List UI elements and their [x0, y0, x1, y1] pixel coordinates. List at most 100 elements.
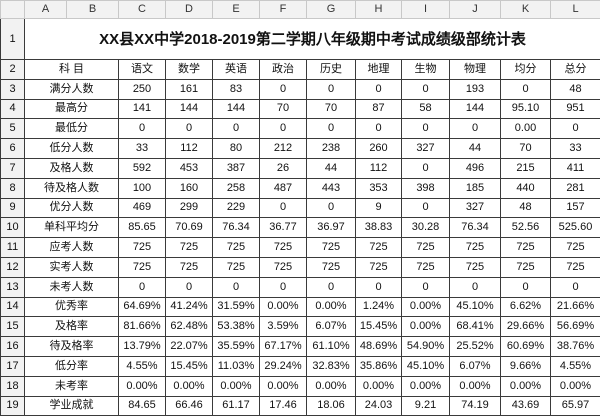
- data-cell[interactable]: 38.83: [355, 217, 402, 239]
- column-header-d[interactable]: D: [165, 0, 213, 19]
- data-cell[interactable]: 353: [355, 177, 402, 199]
- data-cell[interactable]: 43.69: [500, 395, 551, 417]
- row-number[interactable]: 5: [0, 118, 25, 140]
- data-cell[interactable]: 398: [401, 177, 450, 199]
- data-cell[interactable]: 725: [449, 256, 501, 278]
- row-label[interactable]: 待及格率: [24, 336, 119, 357]
- column-header-c[interactable]: C: [118, 0, 166, 19]
- data-cell[interactable]: 725: [355, 256, 402, 278]
- data-cell[interactable]: 0: [355, 276, 402, 298]
- data-cell[interactable]: 0: [165, 118, 213, 140]
- data-cell[interactable]: 29.66%: [500, 316, 551, 338]
- data-cell[interactable]: 0.00%: [259, 296, 307, 318]
- data-cell[interactable]: 0: [212, 118, 260, 140]
- row-number[interactable]: 4: [0, 98, 25, 120]
- data-cell[interactable]: 258: [212, 177, 260, 199]
- data-cell[interactable]: 81.66%: [118, 316, 166, 338]
- row-label[interactable]: 学业成就: [24, 395, 119, 417]
- data-cell[interactable]: 212: [259, 138, 307, 159]
- row-label[interactable]: 待及格人数: [24, 177, 119, 199]
- row-label[interactable]: 优秀率: [24, 296, 119, 318]
- data-cell[interactable]: 30.28: [401, 217, 450, 239]
- data-cell[interactable]: 61.10%: [306, 336, 356, 357]
- data-cell[interactable]: 0.00%: [259, 375, 307, 397]
- data-cell[interactable]: 17.46: [259, 395, 307, 417]
- data-cell[interactable]: 487: [259, 177, 307, 199]
- data-cell[interactable]: 725: [401, 256, 450, 278]
- data-cell[interactable]: 4.55%: [118, 355, 166, 377]
- data-cell[interactable]: 100: [118, 177, 166, 199]
- data-cell[interactable]: 0.00%: [306, 375, 356, 397]
- column-header-f[interactable]: F: [259, 0, 307, 19]
- data-cell[interactable]: 35.86%: [355, 355, 402, 377]
- row-number[interactable]: 17: [0, 355, 25, 377]
- data-cell[interactable]: 387: [212, 157, 260, 179]
- data-cell[interactable]: 144: [165, 98, 213, 120]
- row-label[interactable]: 最低分: [24, 118, 119, 140]
- data-cell[interactable]: 1.24%: [355, 296, 402, 318]
- data-cell[interactable]: 299: [165, 197, 213, 219]
- data-cell[interactable]: 95.10: [500, 98, 551, 120]
- data-cell[interactable]: 22.07%: [165, 336, 213, 357]
- row-label[interactable]: 未考率: [24, 375, 119, 397]
- data-cell[interactable]: 0: [306, 276, 356, 298]
- data-cell[interactable]: 4.55%: [550, 355, 600, 377]
- data-cell[interactable]: 0: [401, 197, 450, 219]
- data-cell[interactable]: 951: [550, 98, 600, 120]
- data-cell[interactable]: 260: [355, 138, 402, 159]
- data-cell[interactable]: 58: [401, 98, 450, 120]
- data-cell[interactable]: 26: [259, 157, 307, 179]
- data-cell[interactable]: 725: [355, 237, 402, 258]
- row-label[interactable]: 未考人数: [24, 276, 119, 298]
- row-number[interactable]: 15: [0, 316, 25, 338]
- data-cell[interactable]: 21.66%: [550, 296, 600, 318]
- data-cell[interactable]: 0: [550, 118, 600, 140]
- data-cell[interactable]: 725: [259, 256, 307, 278]
- data-cell[interactable]: 725: [118, 256, 166, 278]
- data-cell[interactable]: 185: [449, 177, 501, 199]
- data-cell[interactable]: 440: [500, 177, 551, 199]
- data-cell[interactable]: 0.00%: [306, 296, 356, 318]
- data-cell[interactable]: 56.69%: [550, 316, 600, 338]
- data-cell[interactable]: 327: [449, 197, 501, 219]
- data-cell[interactable]: 6.62%: [500, 296, 551, 318]
- data-cell[interactable]: 725: [550, 256, 600, 278]
- subject-header-label[interactable]: 科 目: [24, 59, 119, 80]
- select-all-corner[interactable]: [0, 0, 25, 19]
- data-cell[interactable]: 76.34: [449, 217, 501, 239]
- data-cell[interactable]: 76.34: [212, 217, 260, 239]
- data-cell[interactable]: 0: [165, 276, 213, 298]
- row-number[interactable]: 16: [0, 336, 25, 357]
- data-cell[interactable]: 15.45%: [165, 355, 213, 377]
- data-cell[interactable]: 15.45%: [355, 316, 402, 338]
- row-number[interactable]: 6: [0, 138, 25, 159]
- row-label[interactable]: 优分人数: [24, 197, 119, 219]
- data-cell[interactable]: 6.07%: [449, 355, 501, 377]
- data-cell[interactable]: 48: [500, 197, 551, 219]
- data-cell[interactable]: 725: [550, 237, 600, 258]
- data-cell[interactable]: 45.10%: [449, 296, 501, 318]
- data-cell[interactable]: 36.97: [306, 217, 356, 239]
- row-label[interactable]: 及格率: [24, 316, 119, 338]
- data-cell[interactable]: 45.10%: [401, 355, 450, 377]
- column-header-i[interactable]: I: [401, 0, 450, 19]
- data-cell[interactable]: 0: [306, 78, 356, 100]
- data-cell[interactable]: 0: [401, 276, 450, 298]
- row-number[interactable]: 13: [0, 276, 25, 298]
- row-number[interactable]: 12: [0, 256, 25, 278]
- subject-header-cell[interactable]: 历史: [306, 59, 356, 80]
- data-cell[interactable]: 33: [118, 138, 166, 159]
- data-cell[interactable]: 144: [212, 98, 260, 120]
- data-cell[interactable]: 160: [165, 177, 213, 199]
- data-cell[interactable]: 725: [306, 256, 356, 278]
- data-cell[interactable]: 0.00%: [401, 316, 450, 338]
- column-header-j[interactable]: J: [449, 0, 501, 19]
- data-cell[interactable]: 35.59%: [212, 336, 260, 357]
- data-cell[interactable]: 9.21: [401, 395, 450, 417]
- data-cell[interactable]: 0: [259, 276, 307, 298]
- column-header-h[interactable]: H: [355, 0, 402, 19]
- data-cell[interactable]: 141: [118, 98, 166, 120]
- data-cell[interactable]: 443: [306, 177, 356, 199]
- data-cell[interactable]: 725: [500, 256, 551, 278]
- row-number[interactable]: 1: [0, 18, 25, 60]
